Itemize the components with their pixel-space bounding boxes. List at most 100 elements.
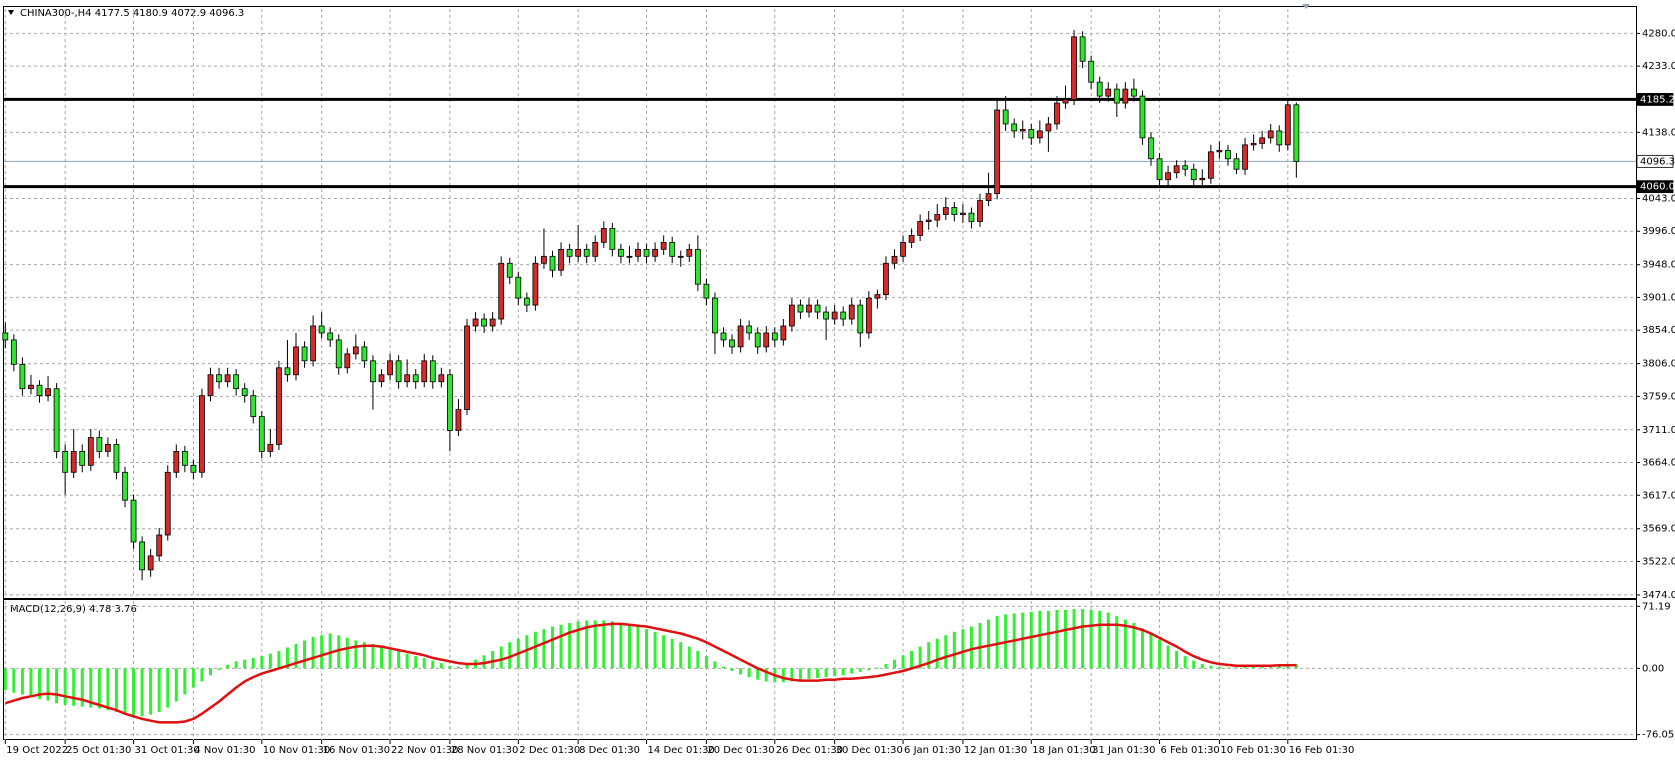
candle-body [1071, 36, 1077, 100]
macd-bar [610, 621, 614, 669]
frame [3, 6, 1637, 740]
low-value: 4072.9 [171, 8, 206, 19]
macd-bar [1209, 665, 1213, 669]
candle-body [532, 262, 539, 306]
x-tick-label: 31 Jan 01:30 [1092, 745, 1155, 756]
macd-bar [1115, 616, 1119, 669]
candle-body [370, 360, 376, 383]
macd-bar [337, 635, 341, 669]
macd-bar [226, 664, 230, 669]
y-tick-label: 4138.0 [1642, 127, 1675, 138]
candle-body [310, 325, 317, 362]
macd-bar [568, 623, 572, 669]
macd-bar [431, 660, 435, 669]
macd-bar [730, 668, 734, 671]
macd-bar [1269, 665, 1273, 669]
candle-body [113, 444, 120, 473]
header: CHINA300-,H4 4177.5 4180.9 4072.9 4096.3 [20, 8, 244, 19]
candle-body [1259, 137, 1266, 144]
y-tick-label: 0.00 [1642, 663, 1664, 674]
macd-bar [380, 646, 383, 669]
candle-body [404, 374, 411, 383]
y-tick-label: 3617.0 [1642, 490, 1675, 501]
candle-body [267, 444, 274, 452]
macd-bar [200, 668, 204, 682]
candle-body [1105, 88, 1112, 97]
x-tick-label: 2 Dec 01:30 [519, 745, 580, 756]
macd-bar [97, 668, 101, 709]
candle-body [592, 241, 599, 257]
candle-body [720, 332, 727, 341]
candle-body [934, 214, 941, 221]
candle-body [130, 499, 137, 543]
macd-bar [1132, 623, 1136, 669]
macd-bar [268, 653, 272, 669]
candle-body [1002, 109, 1009, 125]
macd-bar [764, 668, 768, 682]
macd-bar [174, 668, 178, 702]
candle-body [1267, 130, 1274, 139]
macd-bar [636, 626, 640, 669]
candle-body [609, 228, 616, 250]
macd-bar [1072, 609, 1076, 669]
macd-bar [209, 668, 212, 676]
macd-bar [756, 668, 760, 680]
macd-bar [798, 668, 802, 681]
candle-body [190, 464, 197, 473]
macd-bar [858, 668, 862, 672]
macd-bar [157, 668, 161, 712]
candle-body [1079, 36, 1086, 62]
candle-body [164, 471, 171, 536]
macd-bar [1277, 664, 1281, 669]
x-tick-label: 16 Feb 01:30 [1289, 745, 1355, 756]
macd-bar [1081, 609, 1085, 669]
macd-header: MACD(12,26,9) 4.78 3.76 [10, 604, 137, 615]
macd-bar [183, 668, 187, 695]
macd-bar [414, 656, 418, 669]
candle-body [515, 276, 522, 299]
macd-bar [166, 668, 170, 708]
candle-body [1062, 99, 1069, 104]
macd-bar [1235, 667, 1238, 669]
candle-body [481, 318, 488, 327]
x-tick-label: 26 Dec 01:30 [776, 745, 843, 756]
candle-body [703, 283, 710, 299]
candle-body [387, 360, 393, 376]
macd-bar [781, 668, 785, 683]
x-tick-label: 25 Oct 01:30 [66, 745, 131, 756]
candle-body [908, 235, 915, 243]
candle-body [1011, 123, 1018, 132]
candle-body [583, 248, 590, 257]
candle-body [335, 339, 342, 369]
macd-bar [397, 650, 401, 669]
macd-bar [371, 643, 375, 669]
y-tick-label: 3711.0 [1642, 425, 1675, 436]
macd-bar [1021, 612, 1025, 669]
candle-body [865, 297, 872, 334]
candle-body [789, 304, 795, 327]
candle-body [53, 388, 60, 452]
x-tick-label: 10 Nov 01:30 [263, 745, 330, 756]
macd-bar [935, 638, 939, 669]
candle-body [968, 212, 975, 222]
x-tick-label: 6 Jan 01:30 [904, 745, 961, 756]
candle-body [831, 311, 838, 320]
level-label: 4185.2 [1640, 94, 1675, 105]
candle-body [1122, 88, 1129, 104]
macd-bar [1260, 665, 1264, 669]
macd-bar [405, 653, 409, 669]
candle-body [1207, 151, 1214, 179]
x-tick-label: 22 Nov 01:30 [391, 745, 458, 756]
candle-body [575, 248, 582, 257]
candle-body [891, 255, 898, 264]
menu-icon[interactable] [8, 10, 14, 15]
x-tick-label: 6 Feb 01:30 [1161, 745, 1220, 756]
macd-bar [619, 623, 623, 669]
candle-body [156, 534, 163, 557]
y-tick-label: 71.19 [1642, 601, 1671, 612]
macd-bar [1038, 610, 1042, 669]
candle-body [1173, 165, 1180, 174]
macd-bar [790, 668, 794, 682]
candle-body [1096, 81, 1103, 97]
macd-bar [645, 629, 649, 669]
